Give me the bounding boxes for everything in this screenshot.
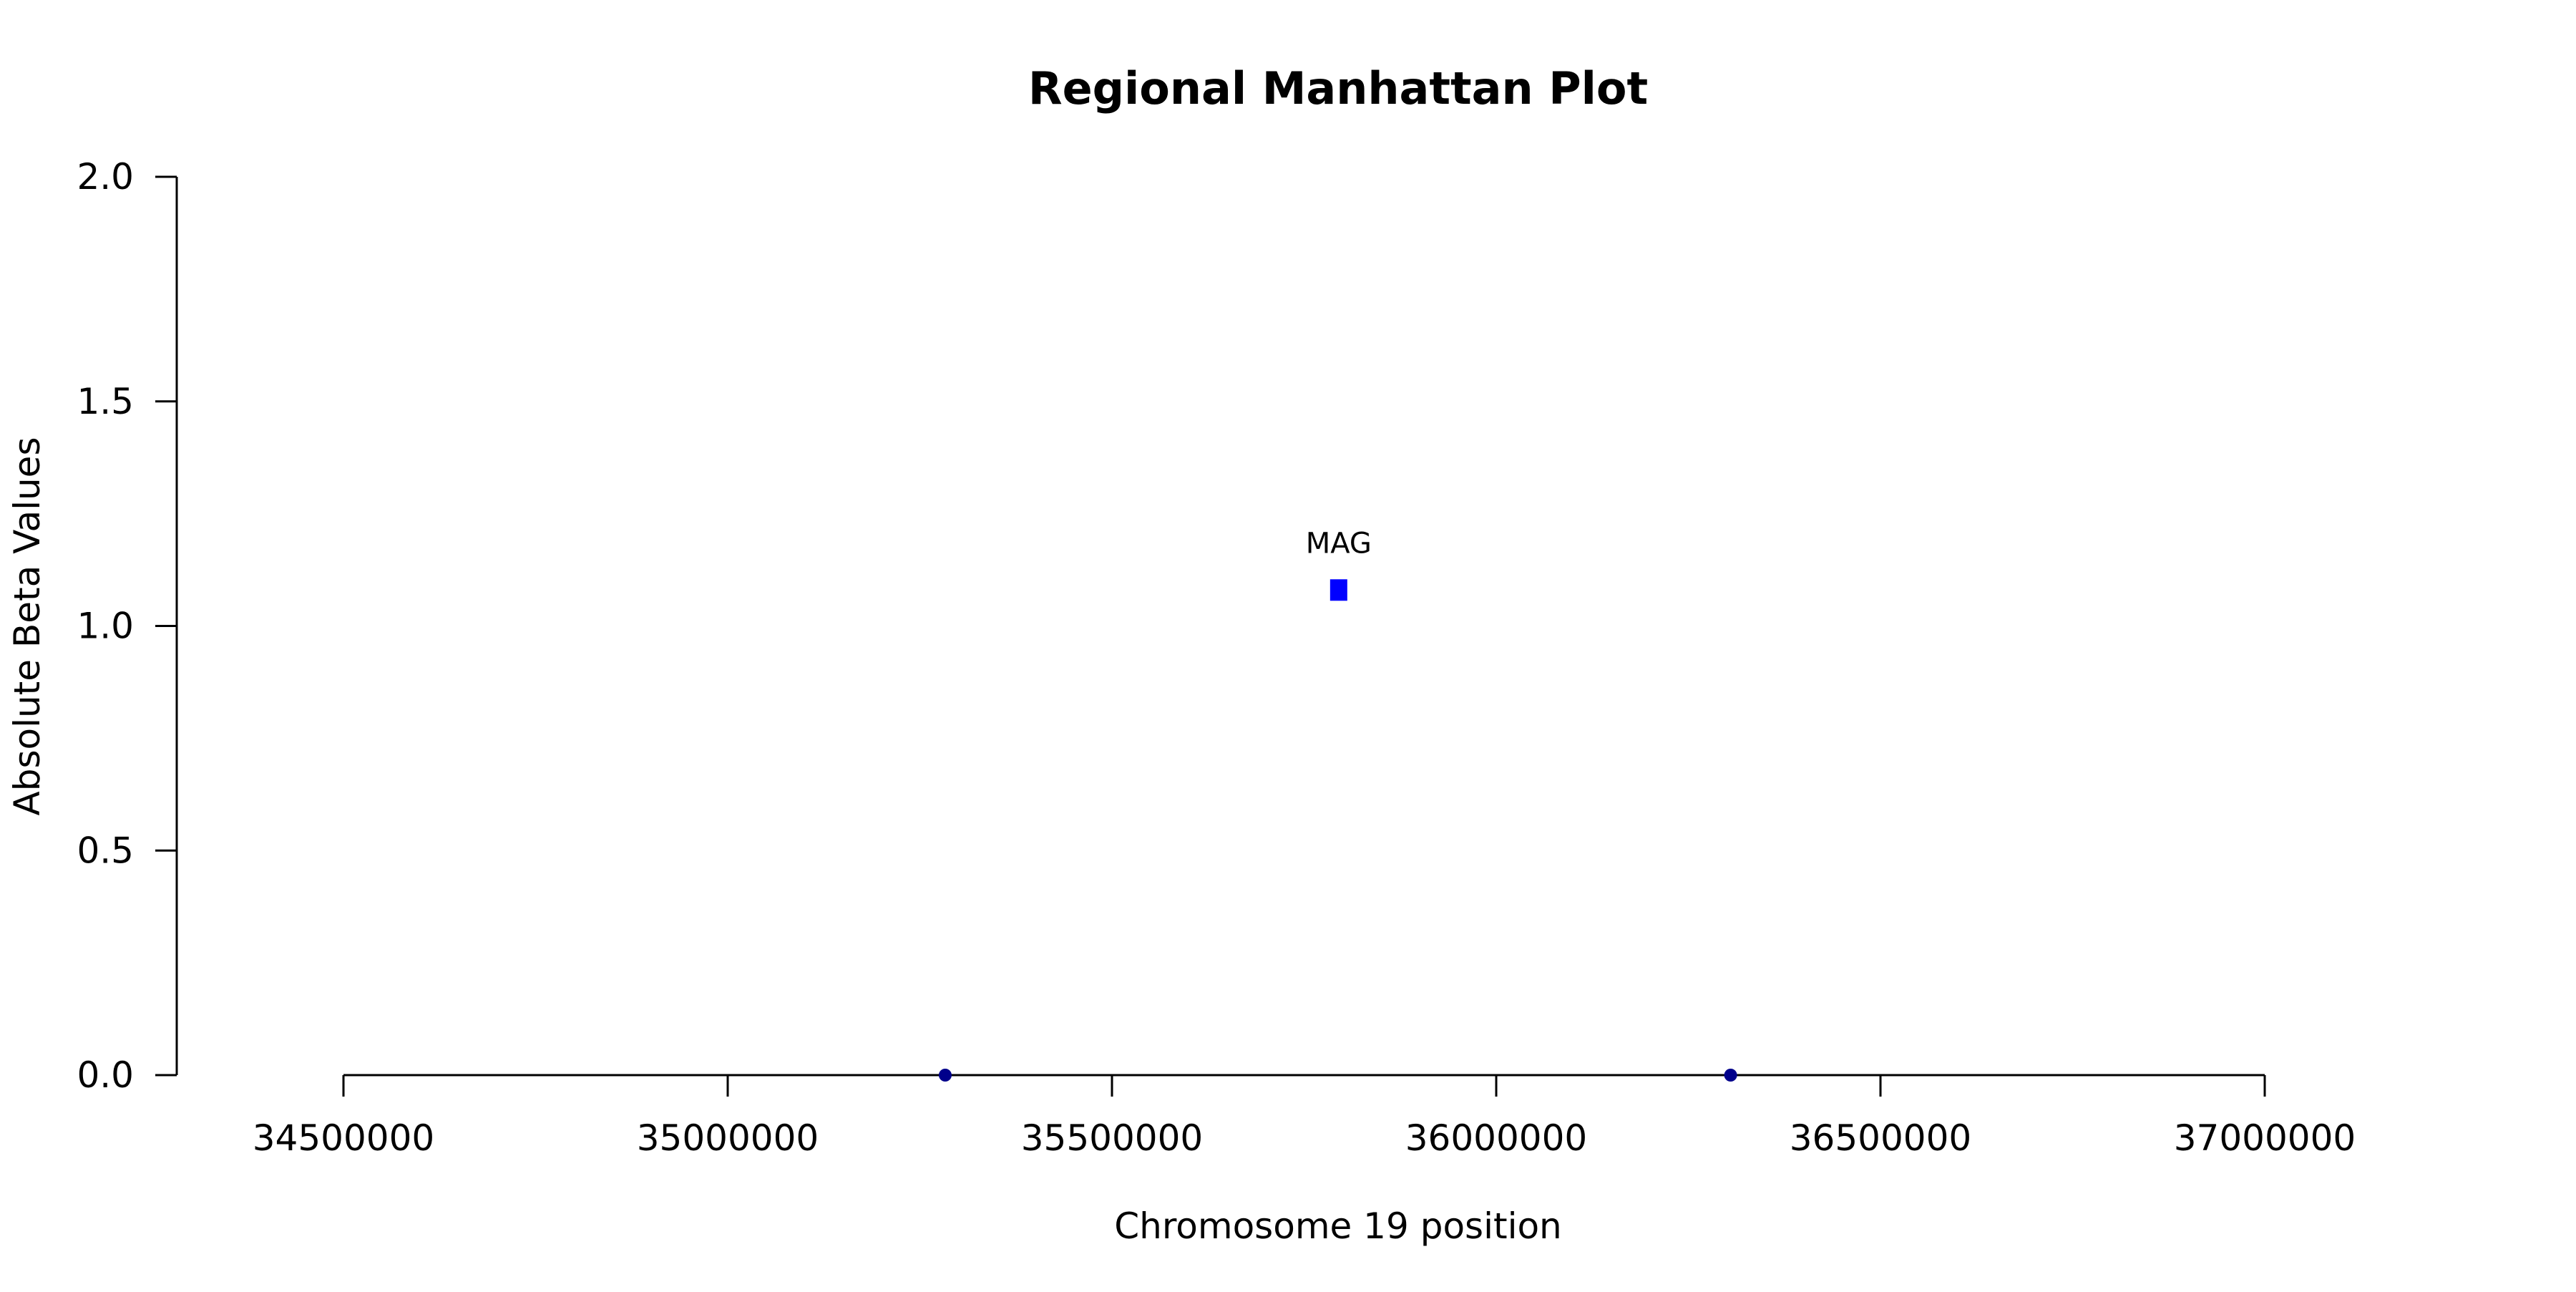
x-tick-label: 36500000 (1790, 1117, 1972, 1159)
data-points: MAG (938, 527, 1737, 1082)
y-tick-label: 2.0 (77, 156, 134, 198)
y-tick-label: 0.5 (77, 830, 134, 871)
y-axis-label: Absolute Beta Values (6, 437, 48, 816)
x-tick-label: 35000000 (637, 1117, 819, 1159)
data-point (938, 1069, 952, 1082)
y-tick-label: 1.5 (77, 381, 134, 422)
x-tick-label: 35500000 (1021, 1117, 1204, 1159)
data-point (1330, 579, 1347, 601)
axes: 34500000 35000000 35500000 36000000 36500000… (77, 156, 2356, 1159)
x-tick-label: 37000000 (2174, 1117, 2356, 1159)
point-label: MAG (1306, 527, 1372, 560)
y-tick-label: 1.0 (77, 606, 134, 647)
x-tick-label: 36000000 (1405, 1117, 1588, 1159)
x-tick-label: 34500000 (253, 1117, 435, 1159)
y-tick-label: 0.0 (77, 1054, 134, 1096)
chart-title: Regional Manhattan Plot (1028, 62, 1648, 115)
data-point (1724, 1069, 1737, 1082)
x-axis-label: Chromosome 19 position (1114, 1205, 1562, 1247)
